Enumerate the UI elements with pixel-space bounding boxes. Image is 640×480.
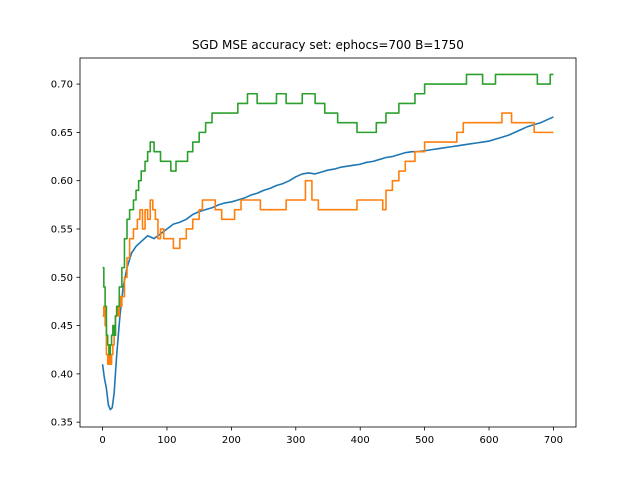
chart-title: SGD MSE accuracy set: ephocs=700 B=1750	[192, 38, 464, 52]
series-line-3	[102, 73, 554, 356]
y-tick-label: 0.60	[51, 176, 73, 187]
y-tick-label: 0.50	[51, 273, 73, 284]
y-tick-label: 0.45	[51, 321, 73, 332]
plot-area	[80, 58, 576, 427]
x-tick-label: 700	[544, 435, 563, 446]
x-tick-label: 100	[157, 435, 176, 446]
x-tick-label: 200	[222, 435, 241, 446]
x-tick-label: 0	[99, 435, 105, 446]
plot-background	[80, 58, 576, 427]
axes-layer: 0 100 200 300 400 500 600 700 0.35 0.40 0.45 0.50 0.…	[51, 57, 577, 446]
y-tick-label: 0.70	[51, 80, 73, 91]
x-tick-label: 500	[415, 435, 434, 446]
x-tick-label: 400	[351, 435, 370, 446]
x-tick-label: 300	[286, 435, 305, 446]
y-tick-label: 0.55	[51, 224, 73, 235]
series-layer	[101, 73, 554, 411]
axes-frame	[79, 57, 577, 428]
y-tick-label: 0.35	[51, 418, 73, 429]
y-tick-label: 0.40	[51, 369, 73, 380]
y-tick-label: 0.65	[51, 128, 73, 139]
x-tick-label: 600	[479, 435, 498, 446]
series-line-1	[101, 116, 554, 411]
